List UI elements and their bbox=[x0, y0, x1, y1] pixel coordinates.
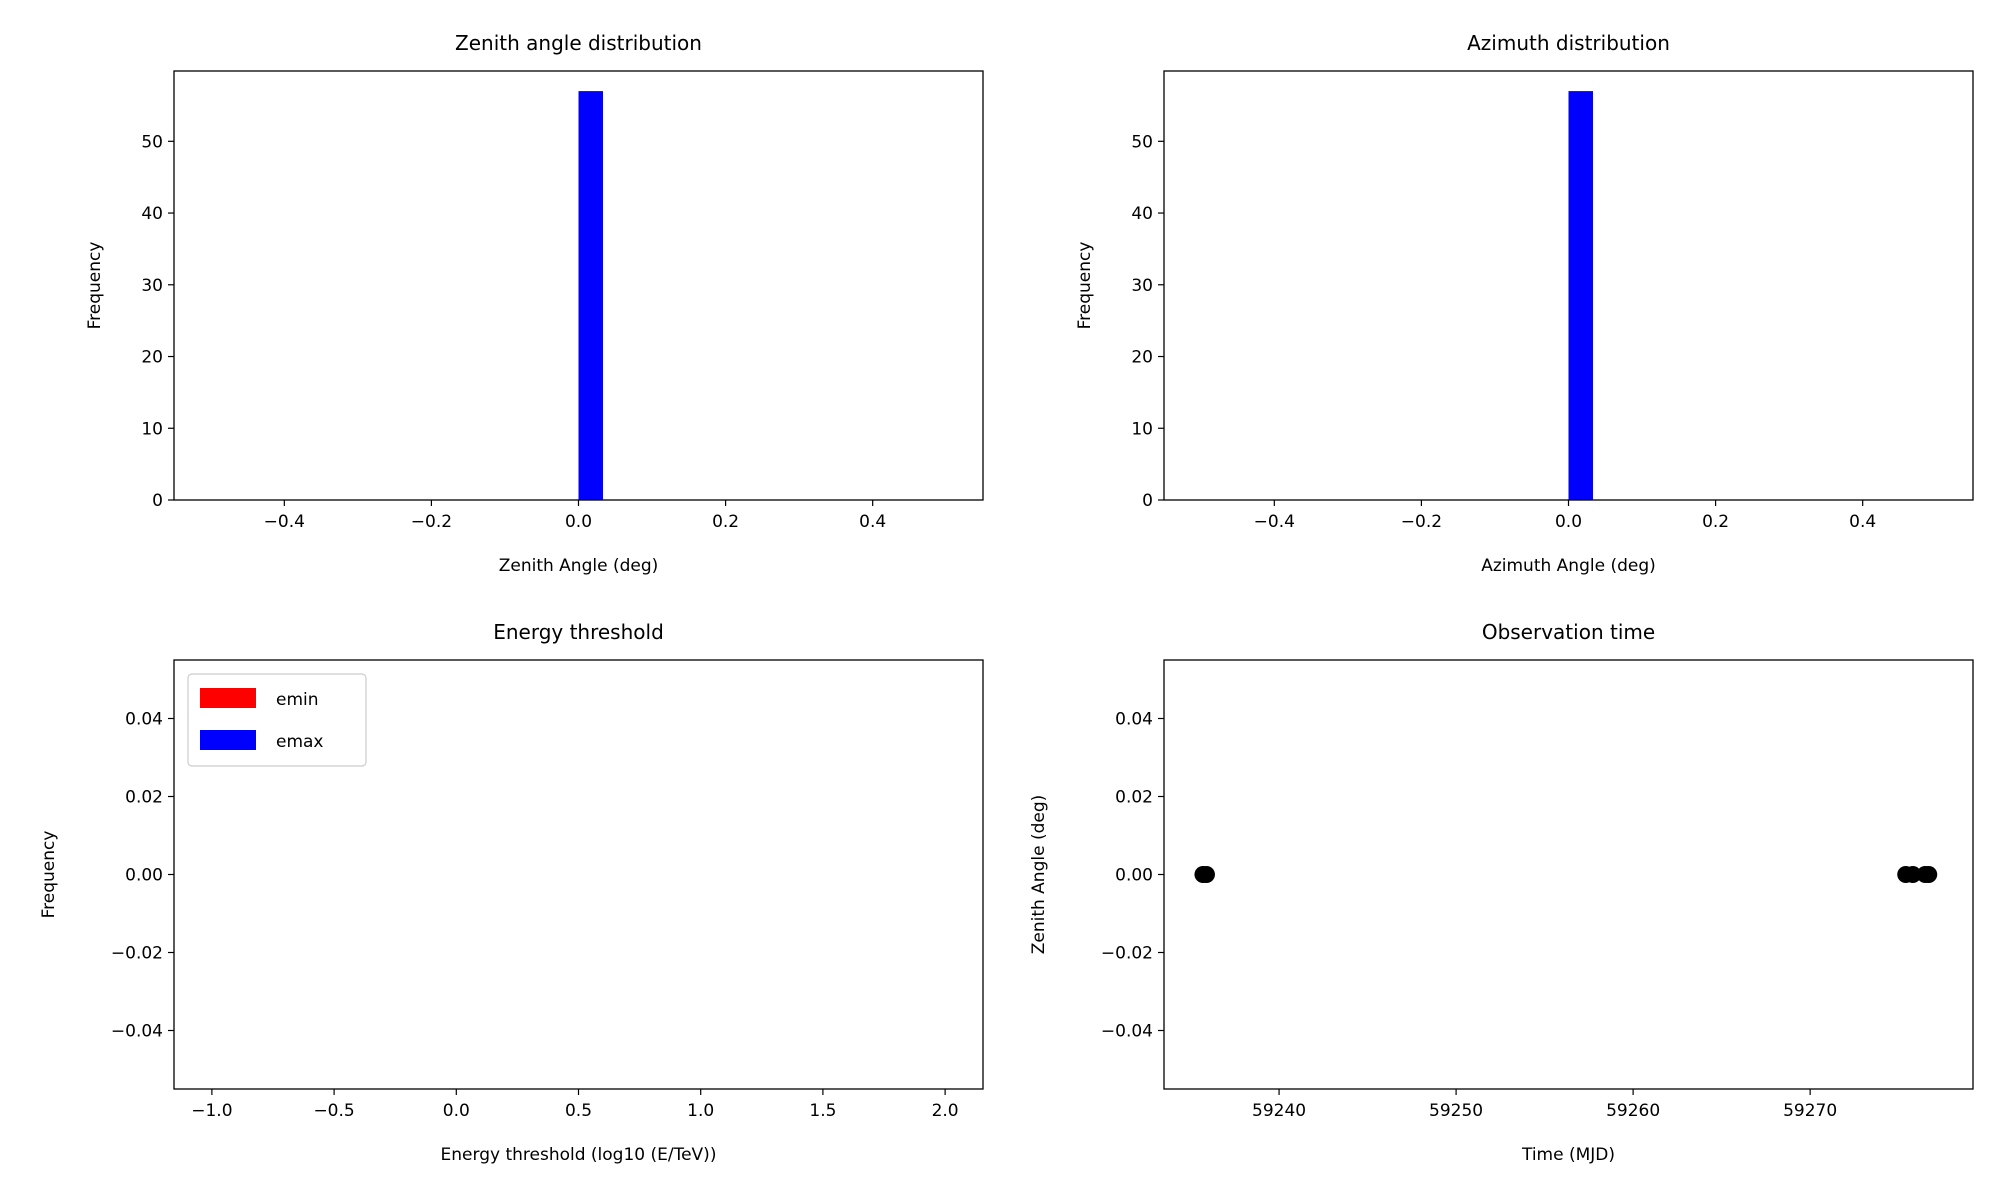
x-axis-label: Time (MJD) bbox=[1521, 1145, 1615, 1165]
x-tick-label: −0.5 bbox=[313, 1101, 354, 1121]
chart-panel-3: −1.0 −0.5 0.0 0.5 1.0 1.5 2.0 0.04 0.02 0.00 −0.02… bbox=[39, 620, 984, 1165]
x-tick-label: 0.2 bbox=[1702, 512, 1729, 532]
y-tick-label: 0.00 bbox=[125, 866, 163, 886]
x-tick-label: −0.4 bbox=[1254, 512, 1295, 532]
y-tick-label: 0.04 bbox=[1115, 710, 1153, 730]
y-axis-label: Frequency bbox=[39, 831, 59, 919]
legend: emin emax bbox=[187, 673, 367, 767]
x-tick-label: 59250 bbox=[1429, 1101, 1483, 1121]
y-tick-label: 50 bbox=[141, 132, 163, 152]
x-axis-label: Energy threshold (log10 (E/TeV)) bbox=[441, 1145, 717, 1165]
y-tick-label: 20 bbox=[1131, 348, 1153, 368]
x-tick-label: 0.4 bbox=[1849, 512, 1876, 532]
scatter-point bbox=[1197, 866, 1215, 883]
x-tick-label: 59260 bbox=[1606, 1101, 1660, 1121]
y-tick-label: 20 bbox=[141, 348, 163, 368]
y-tick-label: 0.00 bbox=[1115, 866, 1153, 886]
x-tick-label: 0.0 bbox=[443, 1101, 470, 1121]
legend-label: emax bbox=[276, 732, 324, 752]
scatter-point bbox=[1920, 866, 1938, 883]
y-tick-label: 40 bbox=[1131, 204, 1153, 224]
x-tick-label: −0.2 bbox=[1401, 512, 1442, 532]
y-tick-label: 0 bbox=[152, 491, 163, 511]
x-tick-label: 1.0 bbox=[687, 1101, 714, 1121]
y-tick-label: 30 bbox=[141, 276, 163, 296]
x-tick-label: 0.5 bbox=[565, 1101, 592, 1121]
y-tick-label: 0.04 bbox=[125, 710, 163, 730]
y-tick-label: 0 bbox=[1142, 491, 1153, 511]
chart-panel-1: −0.4 −0.2 0.0 0.2 0.4 0 10 20 30 40 50 Zenith angle… bbox=[85, 31, 984, 576]
x-tick-label: −0.2 bbox=[411, 512, 452, 532]
y-axis-label: Frequency bbox=[85, 242, 105, 330]
legend-swatch bbox=[200, 688, 256, 708]
x-tick-label: 0.4 bbox=[859, 512, 886, 532]
x-axis-label: Azimuth Angle (deg) bbox=[1481, 556, 1656, 576]
x-tick-label: 2.0 bbox=[932, 1101, 959, 1121]
x-tick-label: 1.5 bbox=[809, 1101, 836, 1121]
x-tick-label: −0.4 bbox=[264, 512, 305, 532]
axes-frame bbox=[1163, 659, 1974, 1090]
legend-label: emin bbox=[276, 690, 319, 710]
x-axis-label: Zenith Angle (deg) bbox=[499, 556, 659, 576]
y-tick-label: 30 bbox=[1131, 276, 1153, 296]
x-tick-label: 59240 bbox=[1252, 1101, 1306, 1121]
chart-title: Azimuth distribution bbox=[1467, 31, 1670, 55]
y-tick-label: −0.04 bbox=[1101, 1022, 1153, 1042]
chart-title: Energy threshold bbox=[493, 620, 664, 644]
histogram-bar bbox=[578, 91, 603, 500]
y-tick-label: 10 bbox=[141, 419, 163, 439]
chart-panel-4: 59240 59250 59260 59270 0.04 0.02 0.00 −0.02 −0.… bbox=[1029, 620, 1974, 1165]
legend-box bbox=[187, 673, 367, 767]
y-tick-label: 10 bbox=[1131, 419, 1153, 439]
y-axis-label: Zenith Angle (deg) bbox=[1029, 795, 1049, 955]
x-tick-label: 59270 bbox=[1783, 1101, 1837, 1121]
y-tick-label: −0.04 bbox=[111, 1022, 163, 1042]
x-tick-label: 0.2 bbox=[712, 512, 739, 532]
scatter-point bbox=[1904, 866, 1922, 883]
chart-panel-2: −0.4 −0.2 0.0 0.2 0.4 0 10 20 30 40 50 Azimuth dist… bbox=[1075, 31, 1974, 576]
x-tick-label: 0.0 bbox=[1555, 512, 1582, 532]
y-axis-label: Frequency bbox=[1075, 242, 1095, 330]
chart-title: Zenith angle distribution bbox=[455, 31, 702, 55]
y-tick-label: −0.02 bbox=[1101, 944, 1153, 964]
y-tick-label: 0.02 bbox=[1115, 788, 1153, 808]
legend-swatch bbox=[200, 730, 256, 750]
y-tick-label: 0.02 bbox=[125, 788, 163, 808]
y-tick-label: 40 bbox=[141, 204, 163, 224]
y-tick-label: 50 bbox=[1131, 132, 1153, 152]
x-tick-label: 0.0 bbox=[565, 512, 592, 532]
histogram-bar bbox=[1568, 91, 1593, 500]
chart-title: Observation time bbox=[1482, 620, 1655, 644]
x-tick-label: −1.0 bbox=[191, 1101, 232, 1121]
y-tick-label: −0.02 bbox=[111, 944, 163, 964]
